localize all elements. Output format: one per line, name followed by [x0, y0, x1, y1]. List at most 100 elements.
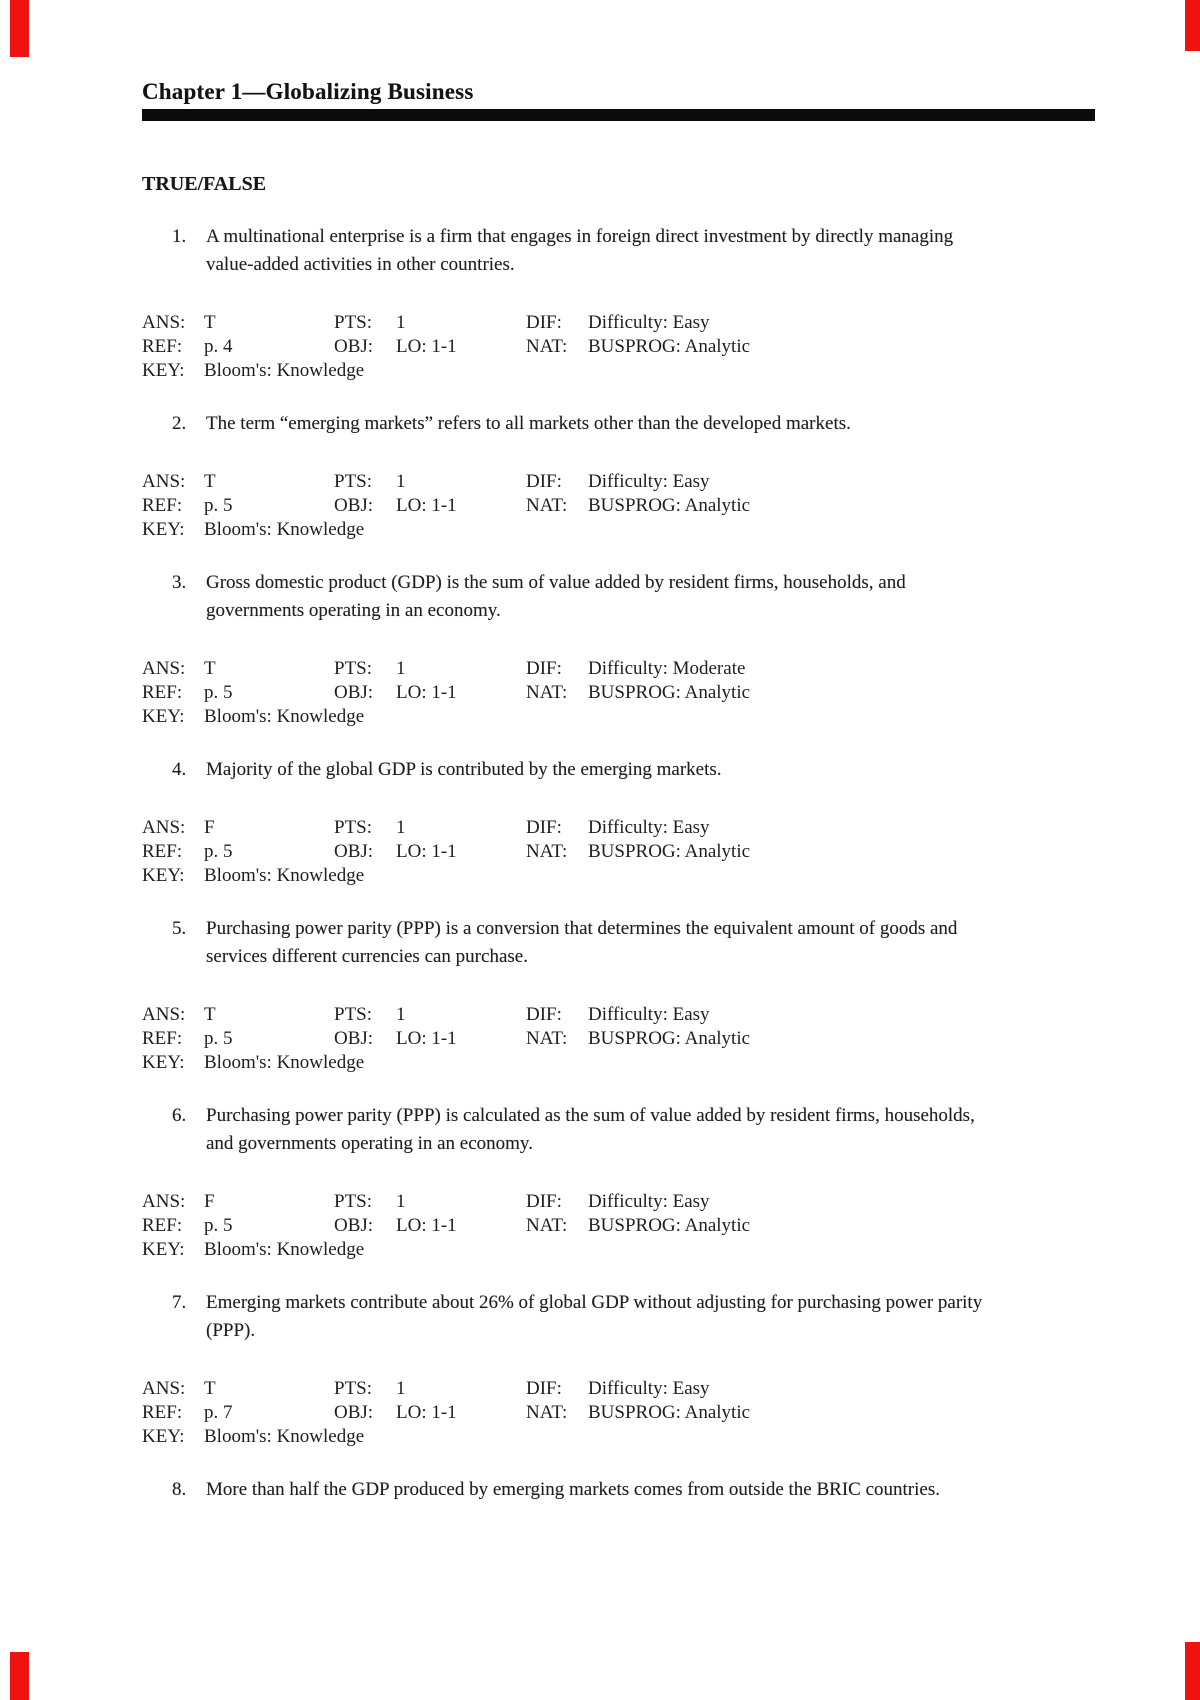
pts-label: PTS: — [334, 658, 373, 679]
question-item: 4. Majority of the global GDP is contrib… — [142, 756, 1095, 784]
nat-label: NAT: — [526, 841, 568, 862]
pts-value: 1 — [396, 817, 406, 838]
pts-value: 1 — [396, 1378, 406, 1399]
ref-value: p. 5 — [204, 841, 233, 862]
question-item: 6. Purchasing power parity (PPP) is calc… — [142, 1102, 1095, 1158]
obj-value: LO: 1-1 — [396, 1215, 457, 1236]
answer-row-1: ANS: F PTS: 1 DIF: Difficulty: Easy — [142, 816, 1095, 840]
page-content: Chapter 1—Globalizing Business TRUE/FALS… — [142, 0, 1095, 1504]
ans-label: ANS: — [142, 1004, 186, 1025]
obj-label: OBJ: — [334, 682, 374, 703]
obj-label: OBJ: — [334, 495, 374, 516]
pts-value: 1 — [396, 1191, 406, 1212]
dif-label: DIF: — [526, 1004, 562, 1025]
ref-value: p. 5 — [204, 682, 233, 703]
dif-label: DIF: — [526, 817, 562, 838]
pts-value: 1 — [396, 471, 406, 492]
obj-value: LO: 1-1 — [396, 1028, 457, 1049]
question-item: 2. The term “emerging markets” refers to… — [142, 410, 1095, 438]
answer-block: ANS: T PTS: 1 DIF: Difficulty: Easy REF: p. … — [142, 1377, 1095, 1449]
dif-label: DIF: — [526, 658, 562, 679]
ref-label: REF: — [142, 495, 183, 516]
obj-value: LO: 1-1 — [396, 682, 457, 703]
answer-block: ANS: T PTS: 1 DIF: Difficulty: Easy REF: p. … — [142, 311, 1095, 383]
key-label: KEY: — [142, 1239, 185, 1260]
question-number: 7. — [172, 1292, 187, 1313]
ref-label: REF: — [142, 1028, 183, 1049]
answer-row-2: REF: p. 5 OBJ: LO: 1-1 NAT: BUSPROG: Analyt… — [142, 681, 1095, 705]
question-number: 6. — [172, 1105, 187, 1126]
ans-label: ANS: — [142, 1191, 186, 1212]
key-label: KEY: — [142, 706, 185, 727]
obj-label: OBJ: — [334, 1028, 374, 1049]
pts-label: PTS: — [334, 817, 373, 838]
key-label: KEY: — [142, 360, 185, 381]
key-value: Bloom's: Knowledge — [204, 360, 365, 381]
nat-label: NAT: — [526, 1402, 568, 1423]
ref-label: REF: — [142, 336, 183, 357]
dif-value: Difficulty: Easy — [588, 471, 710, 492]
question-text: Purchasing power parity (PPP) is calcula… — [206, 1105, 975, 1154]
ans-value: T — [204, 1378, 216, 1399]
nat-label: NAT: — [526, 495, 568, 516]
question-number: 3. — [172, 572, 187, 593]
obj-value: LO: 1-1 — [396, 1402, 457, 1423]
pts-value: 1 — [396, 312, 406, 333]
question-number: 8. — [172, 1479, 187, 1500]
dif-label: DIF: — [526, 1191, 562, 1212]
obj-label: OBJ: — [334, 336, 374, 357]
key-value: Bloom's: Knowledge — [204, 1426, 365, 1447]
answer-block: ANS: F PTS: 1 DIF: Difficulty: Easy REF: p. … — [142, 1190, 1095, 1262]
answer-row-1: ANS: T PTS: 1 DIF: Difficulty: Moderate — [142, 657, 1095, 681]
key-value: Bloom's: Knowledge — [204, 865, 365, 886]
pts-label: PTS: — [334, 1191, 373, 1212]
nat-value: BUSPROG: Analytic — [588, 336, 751, 357]
answer-block: ANS: T PTS: 1 DIF: Difficulty: Easy REF: p. … — [142, 470, 1095, 542]
ref-value: p. 5 — [204, 1215, 233, 1236]
nat-value: BUSPROG: Analytic — [588, 682, 751, 703]
answer-row-1: ANS: T PTS: 1 DIF: Difficulty: Easy — [142, 311, 1095, 335]
ref-label: REF: — [142, 1402, 183, 1423]
answer-row-3: KEY: Bloom's: Knowledge — [142, 705, 1095, 729]
ans-value: T — [204, 312, 216, 333]
pts-value: 1 — [396, 658, 406, 679]
answer-row-1: ANS: T PTS: 1 DIF: Difficulty: Easy — [142, 1377, 1095, 1401]
ans-label: ANS: — [142, 1378, 186, 1399]
section-heading: TRUE/FALSE — [142, 173, 267, 195]
ans-value: T — [204, 471, 216, 492]
nat-value: BUSPROG: Analytic — [588, 1402, 751, 1423]
question-list: 1. A multinational enterprise is a firm … — [142, 223, 1095, 1504]
question-text: The term “emerging markets” refers to al… — [206, 413, 851, 434]
ans-label: ANS: — [142, 312, 186, 333]
obj-value: LO: 1-1 — [396, 495, 457, 516]
nat-value: BUSPROG: Analytic — [588, 1028, 751, 1049]
answer-row-1: ANS: T PTS: 1 DIF: Difficulty: Easy — [142, 470, 1095, 494]
red-edge-marker-bottom-left — [10, 1652, 29, 1700]
obj-label: OBJ: — [334, 1215, 374, 1236]
key-value: Bloom's: Knowledge — [204, 1239, 365, 1260]
key-value: Bloom's: Knowledge — [204, 1052, 365, 1073]
answer-row-2: REF: p. 5 OBJ: LO: 1-1 NAT: BUSPROG: Analyt… — [142, 1214, 1095, 1238]
question-number: 1. — [172, 226, 187, 247]
ans-value: F — [204, 817, 215, 838]
dif-value: Difficulty: Moderate — [588, 658, 746, 679]
question-number: 5. — [172, 918, 187, 939]
red-edge-marker-top-left — [10, 0, 29, 57]
ans-label: ANS: — [142, 658, 186, 679]
key-value: Bloom's: Knowledge — [204, 706, 365, 727]
ref-value: p. 5 — [204, 495, 233, 516]
title-rule — [142, 109, 1095, 121]
question-item: 7. Emerging markets contribute about 26%… — [142, 1289, 1095, 1345]
question-number: 4. — [172, 759, 187, 780]
answer-row-3: KEY: Bloom's: Knowledge — [142, 359, 1095, 383]
question-item: 5. Purchasing power parity (PPP) is a co… — [142, 915, 1095, 971]
answer-block: ANS: F PTS: 1 DIF: Difficulty: Easy REF: p. … — [142, 816, 1095, 888]
answer-row-1: ANS: F PTS: 1 DIF: Difficulty: Easy — [142, 1190, 1095, 1214]
ref-label: REF: — [142, 682, 183, 703]
ref-value: p. 4 — [204, 336, 233, 357]
obj-label: OBJ: — [334, 1402, 374, 1423]
pts-label: PTS: — [334, 312, 373, 333]
nat-value: BUSPROG: Analytic — [588, 1215, 751, 1236]
dif-value: Difficulty: Easy — [588, 312, 710, 333]
answer-row-1: ANS: T PTS: 1 DIF: Difficulty: Easy — [142, 1003, 1095, 1027]
